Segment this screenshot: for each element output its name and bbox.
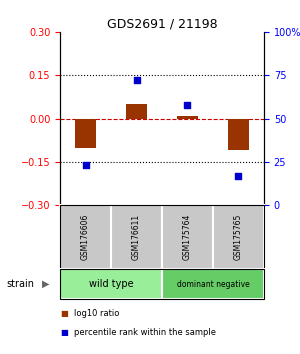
Text: dominant negative: dominant negative	[177, 280, 249, 289]
Text: GSM175765: GSM175765	[234, 214, 243, 261]
Point	[185, 102, 190, 108]
Bar	[228, 119, 249, 150]
Bar	[60, 269, 162, 299]
Text: percentile rank within the sample: percentile rank within the sample	[74, 328, 215, 337]
Bar	[162, 269, 264, 299]
Bar	[75, 119, 96, 148]
Text: log10 ratio: log10 ratio	[74, 309, 119, 318]
Point	[83, 162, 88, 168]
Text: GSM176611: GSM176611	[132, 214, 141, 260]
Bar	[213, 205, 264, 269]
Bar	[60, 205, 111, 269]
Text: ■: ■	[60, 328, 68, 337]
Bar	[126, 104, 147, 119]
Point	[236, 173, 241, 179]
Text: strain: strain	[6, 279, 34, 289]
Bar	[177, 116, 198, 119]
Bar	[111, 205, 162, 269]
Point	[134, 78, 139, 83]
Text: wild type: wild type	[89, 279, 133, 289]
Title: GDS2691 / 21198: GDS2691 / 21198	[107, 18, 217, 31]
Text: ■: ■	[60, 309, 68, 318]
Text: GSM176606: GSM176606	[81, 214, 90, 261]
Text: ▶: ▶	[42, 279, 50, 289]
Text: GSM175764: GSM175764	[183, 214, 192, 261]
Bar	[162, 205, 213, 269]
